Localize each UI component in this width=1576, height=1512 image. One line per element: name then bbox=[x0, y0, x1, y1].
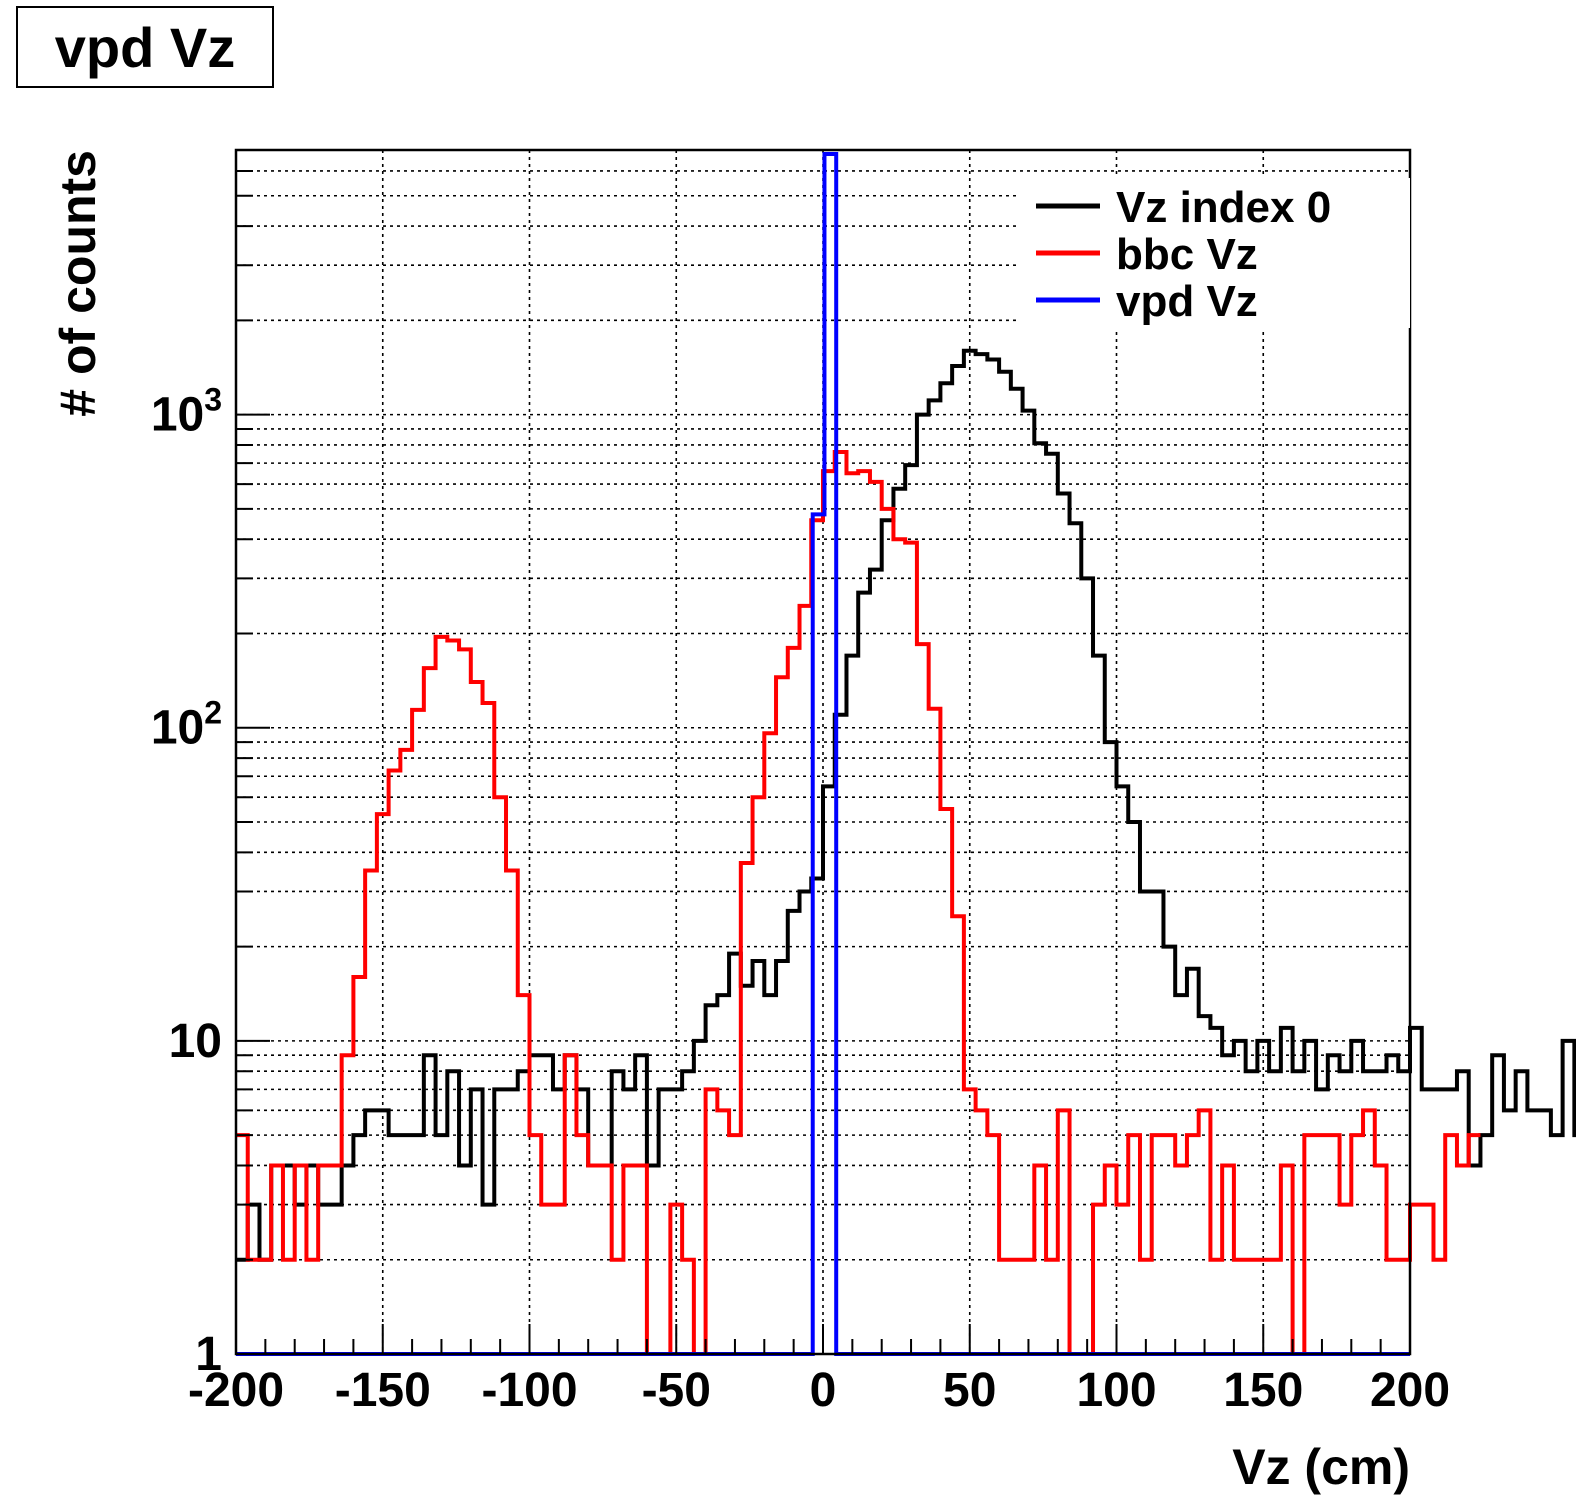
chart-title: vpd Vz bbox=[16, 6, 274, 88]
series-line-0 bbox=[236, 348, 1576, 1262]
x-tick-label: 0 bbox=[810, 1364, 837, 1417]
x-tick-label: -100 bbox=[481, 1364, 577, 1417]
y-tick-label: 103 bbox=[151, 382, 222, 442]
y-tick-label: 102 bbox=[151, 695, 222, 755]
tick-labels: -200 -150 -100 -50 0 50 100 150 200 1 10 102 103 bbox=[151, 382, 1450, 1417]
axis-ticks bbox=[235, 149, 1411, 1355]
x-tick-label: -200 bbox=[188, 1364, 284, 1417]
x-tick-label: 200 bbox=[1370, 1364, 1450, 1417]
x-axis-title: Vz (cm) bbox=[1232, 1439, 1410, 1495]
series-line-1 bbox=[236, 449, 1481, 1356]
x-tick-label: 50 bbox=[943, 1364, 996, 1417]
series-line-2 bbox=[236, 151, 1410, 1356]
legend-label: Vz index 0 bbox=[1116, 183, 1331, 232]
x-tick-label: -50 bbox=[642, 1364, 711, 1417]
y-tick-label: 1 bbox=[195, 1328, 222, 1381]
x-tick-label: 100 bbox=[1076, 1364, 1156, 1417]
legend-label: bbc Vz bbox=[1116, 230, 1258, 279]
legend-label: vpd Vz bbox=[1116, 277, 1258, 326]
y-tick-label: 10 bbox=[169, 1015, 222, 1068]
y-axis-title: # of counts bbox=[50, 150, 106, 417]
series bbox=[236, 151, 1576, 1356]
x-tick-label: -150 bbox=[335, 1364, 431, 1417]
x-tick-label: 150 bbox=[1223, 1364, 1303, 1417]
